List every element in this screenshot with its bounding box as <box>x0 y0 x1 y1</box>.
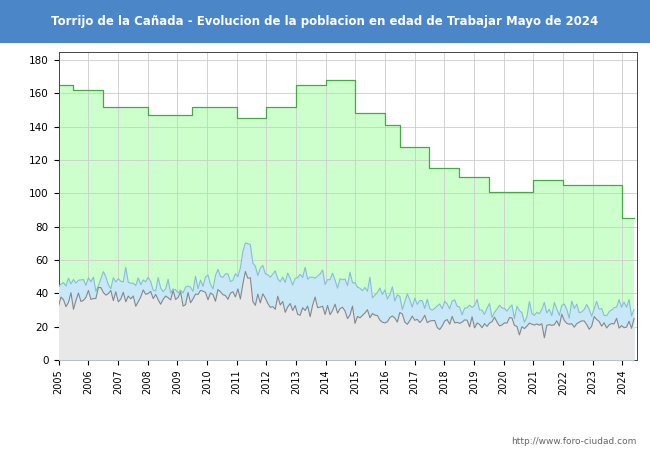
Text: Torrijo de la Cañada - Evolucion de la poblacion en edad de Trabajar Mayo de 202: Torrijo de la Cañada - Evolucion de la p… <box>51 15 599 28</box>
Text: http://www.foro-ciudad.com: http://www.foro-ciudad.com <box>512 436 637 446</box>
